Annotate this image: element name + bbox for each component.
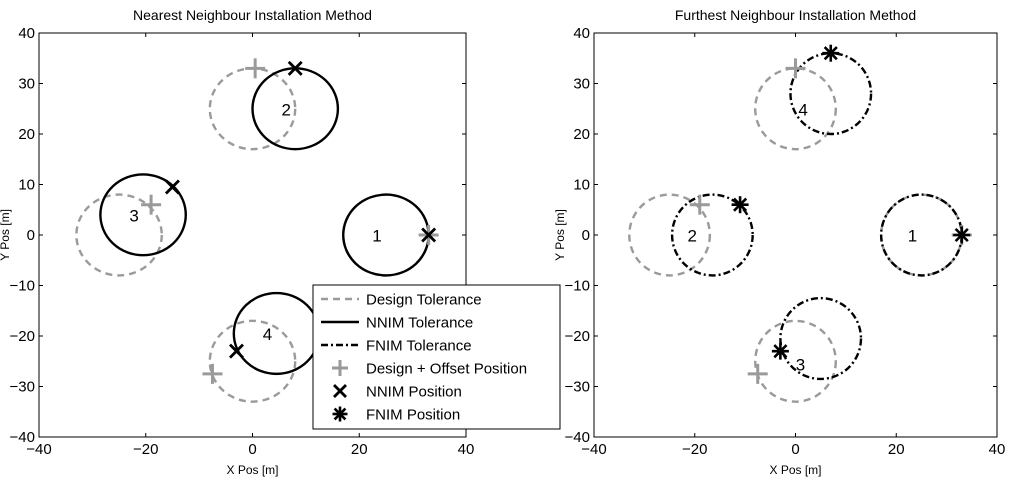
y-tick-label: −40	[10, 429, 35, 446]
y-axis-label: Y Pos [m]	[553, 209, 567, 261]
legend-item-3: FNIM Tolerance	[321, 338, 472, 355]
legend: Design Tolerance NNIM Tolerance FNIM Toler…	[312, 284, 561, 430]
design-offset-position-marker-3	[689, 194, 710, 215]
x-axis-label: X Pos [m]	[769, 463, 821, 477]
chart-title: Nearest Neighbour Installation Method	[133, 7, 372, 23]
legend-item-2: NNIM Tolerance	[321, 315, 473, 332]
fnim-tolerance-circle-3	[670, 193, 754, 277]
design-tolerance-circle-4	[208, 319, 297, 403]
fnim-position-marker-2	[822, 44, 840, 62]
x-tick-label: 40	[989, 441, 1006, 458]
circle-label-3: 3	[129, 206, 138, 225]
circle-label-4: 4	[263, 325, 272, 344]
y-tick-label: 20	[18, 126, 35, 143]
y-tick-label: 10	[18, 177, 35, 194]
legend-label: NNIM Position	[366, 384, 462, 401]
plot-content: 1 4 2 3	[628, 44, 972, 403]
fnim-position-marker-1	[953, 226, 971, 244]
nnim-position-marker-4	[228, 343, 244, 359]
nnim-position-marker-2-b	[287, 60, 303, 76]
legend-label: FNIM Tolerance	[366, 338, 472, 355]
x-tick-label: 40	[458, 441, 475, 458]
circle-label-4: 4	[798, 100, 807, 119]
fnim-position-marker-2-b	[823, 46, 838, 61]
x-tick-label: 20	[888, 441, 905, 458]
x-tick-label: −40	[26, 441, 51, 458]
nnim-position-marker-3-b	[164, 179, 180, 195]
y-tick-label: −40	[565, 429, 590, 446]
y-tick-label: 40	[18, 25, 35, 42]
nnim-position-marker-2	[287, 60, 303, 76]
nnim-tolerance-circle-3	[99, 173, 187, 257]
fnim-position-marker-3	[731, 196, 749, 214]
y-tick-label: −10	[565, 278, 590, 295]
fnim-position-marker-4	[771, 342, 789, 360]
legend-box	[312, 284, 561, 430]
x-tick-label: −20	[133, 441, 158, 458]
y-tick-label: 10	[573, 177, 590, 194]
circle-label-2: 2	[281, 100, 290, 119]
legend-label: Design Tolerance	[366, 292, 482, 309]
fnim-position-marker-4-b	[773, 344, 788, 359]
legend-swatch-b	[333, 407, 347, 421]
y-tick-label: 40	[573, 25, 590, 42]
legend-item-5: NNIM Position	[333, 384, 462, 401]
legend-item-6: FNIM Position	[332, 406, 460, 424]
fnim-tolerance-circle-2	[789, 51, 873, 136]
design-tolerance-circle-2	[754, 67, 838, 151]
y-tick-label: −30	[10, 379, 35, 396]
legend-item-4: Design + Offset Position	[332, 360, 527, 378]
nnim-position-marker-1	[421, 227, 437, 243]
legend-label: NNIM Tolerance	[366, 315, 473, 332]
circle-label-3: 3	[796, 355, 805, 374]
x-tick-label: −20	[682, 441, 707, 458]
nnim-position-marker-1-b	[421, 227, 437, 243]
x-tick-label: −40	[581, 441, 606, 458]
chart-title: Furthest Neighbour Installation Method	[675, 7, 916, 23]
nnim-position-marker-3	[164, 179, 180, 195]
legend-label: Design + Offset Position	[366, 361, 527, 378]
legend-swatch-b	[333, 384, 347, 398]
y-tick-label: 0	[582, 227, 590, 244]
y-tick-label: 30	[18, 76, 35, 93]
design-tolerance-circle-4	[754, 319, 838, 403]
y-tick-label: −10	[10, 278, 35, 295]
plot-background	[594, 33, 997, 437]
design-tolerance-circle-3	[75, 193, 163, 277]
x-axis-label: X Pos [m]	[226, 463, 278, 477]
design-offset-position-marker-2	[245, 58, 266, 79]
legend-swatch	[332, 406, 348, 422]
panel-1: 1 2 3 4 −40 −20 0 20 40 −40 −30 −20 −10 0 10 20 30 40 Near…	[0, 7, 474, 477]
legend-label: FNIM Position	[366, 407, 460, 424]
design-offset-position-marker-3	[141, 194, 162, 215]
x-tick-label: 0	[791, 441, 799, 458]
fnim-position-marker-3-b	[733, 197, 748, 212]
legend-swatch	[333, 384, 347, 398]
panel-2: 1 4 2 3 −40 −20 0 20 40 −40 −30 −20 −10 0 10 20 30 40 Furt…	[553, 7, 1005, 477]
x-tick-label: 20	[351, 441, 368, 458]
y-tick-label: 0	[27, 227, 35, 244]
design-offset-position-marker-2	[785, 58, 806, 79]
plot-content: 1 2 3 4	[75, 58, 439, 403]
circle-label-1: 1	[372, 227, 381, 246]
nnim-position-marker-4-b	[228, 343, 244, 359]
design-offset-position-marker-4	[202, 363, 223, 384]
circle-label-1: 1	[908, 227, 917, 246]
legend-swatch	[332, 360, 348, 376]
y-tick-label: −30	[565, 379, 590, 396]
y-tick-label: −20	[565, 328, 590, 345]
y-tick-label: −20	[10, 328, 35, 345]
circle-label-2: 2	[687, 227, 696, 246]
design-offset-position-marker-4	[747, 363, 768, 384]
y-axis-label: Y Pos [m]	[0, 209, 12, 261]
fnim-position-marker-1-b	[954, 227, 969, 243]
legend-item-1: Design Tolerance	[321, 292, 482, 309]
x-tick-label: 0	[248, 441, 256, 458]
design-tolerance-circle-3	[628, 193, 712, 277]
fnim-tolerance-circle-4	[779, 296, 863, 381]
y-tick-label: 20	[573, 126, 590, 143]
y-tick-label: 30	[573, 76, 590, 93]
